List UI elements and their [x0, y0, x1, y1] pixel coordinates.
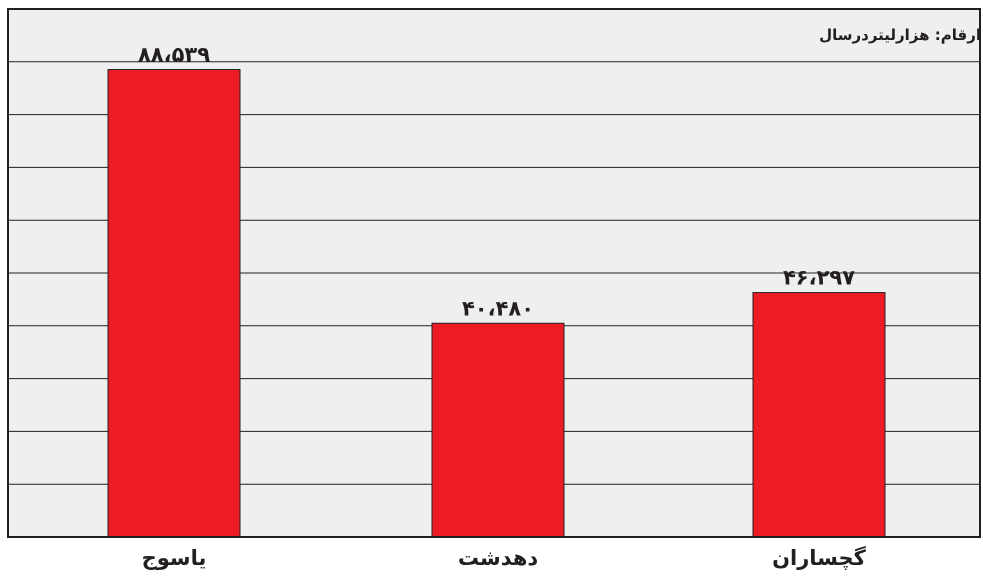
bar [752, 292, 886, 538]
unit-label: ارقام: هزارلیتردرسال [819, 26, 981, 44]
value-labels: ۸۸،۵۳۹ ۴۰،۴۸۰ ۴۶،۲۹۷ [138, 43, 855, 321]
category-label: یاسوج [142, 546, 207, 571]
bar [107, 69, 241, 538]
plot-frame [7, 8, 981, 538]
category-label: دهدشت [458, 546, 539, 570]
bar-value-label: ۸۸،۵۳۹ [138, 43, 210, 67]
bars [107, 69, 886, 538]
category-labels: یاسوج دهدشت گچساران [142, 545, 867, 571]
bar-value-label: ۴۶،۲۹۷ [783, 266, 855, 290]
bar-value-label: ۴۰،۴۸۰ [462, 296, 534, 320]
bar [431, 322, 565, 538]
category-label: گچساران [772, 545, 867, 570]
